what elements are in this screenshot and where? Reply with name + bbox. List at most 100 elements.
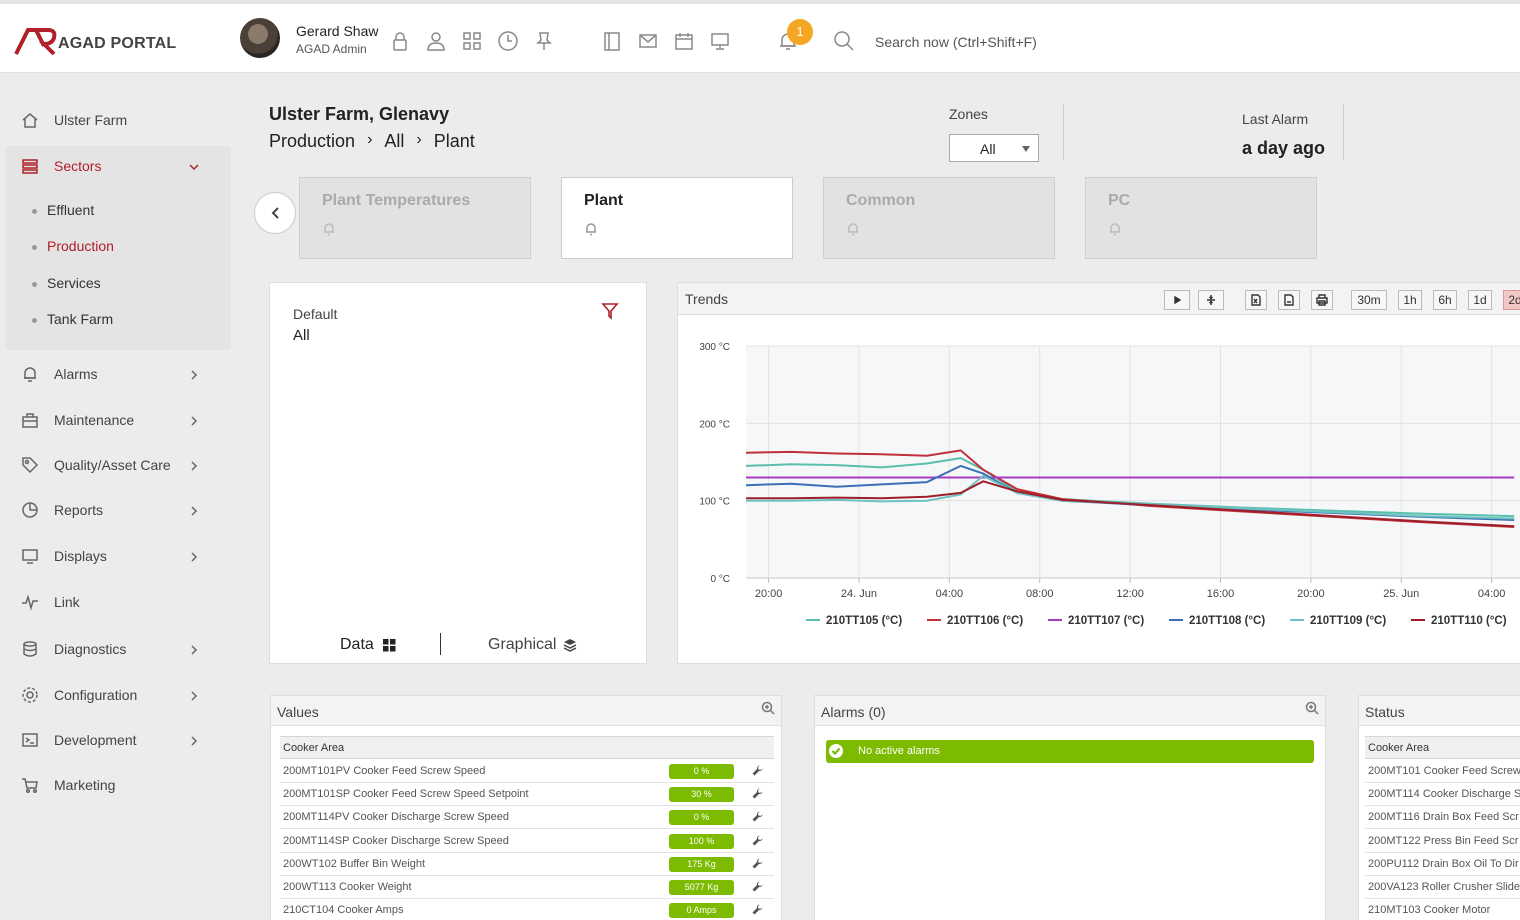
card-plant-temperatures[interactable]: Plant Temperatures [299,177,531,259]
clock-icon[interactable] [497,30,519,52]
grid-icon[interactable] [461,30,483,52]
sidebar-item-diagnostics[interactable]: Diagnostics [0,629,230,669]
filter-icon[interactable] [601,302,619,320]
alarms-panel: Alarms (0) No active alarms [814,695,1326,920]
range-1d-button[interactable]: 1d [1468,290,1492,310]
sector-tank-farm[interactable]: Tank Farm [32,311,113,327]
wrench-icon[interactable] [752,835,763,846]
value-badge: 30 % [669,787,734,803]
breadcrumb-item[interactable]: Production [269,131,356,151]
trends-title: Trends [685,291,729,307]
sidebar-item-sectors[interactable]: Sectors [0,146,230,186]
breadcrumb-item[interactable]: All [384,131,405,151]
pdf-icon [1284,294,1294,306]
sidebar-item-label: Sectors [54,158,102,174]
notification-badge: 1 [787,19,813,45]
sidebar-item-reports[interactable]: Reports [0,490,230,530]
sidebar-item-link[interactable]: Link [0,582,230,622]
book-icon[interactable] [601,30,623,52]
zones-select[interactable]: All [949,134,1039,162]
y-tick-label: 300 °C [699,342,730,353]
no-alarms-banner: No active alarms [826,740,1314,763]
sidebar-item-development[interactable]: Development [0,720,230,760]
pin-icon[interactable] [533,30,555,52]
legend-entry: 210TT110 (°C) [1431,615,1507,627]
sidebar-item-marketing[interactable]: Marketing [0,765,230,805]
layers-icon [564,639,577,652]
wrench-icon[interactable] [752,811,763,822]
sidebar-item-maintenance[interactable]: Maintenance [0,400,230,440]
print-button[interactable] [1311,290,1333,310]
table-row[interactable]: 200MT114SP Cooker Discharge Screw Speed 1… [280,830,774,853]
card-title: Plant Temperatures [322,192,471,209]
zoom-icon[interactable] [1305,701,1319,715]
divider [1343,104,1344,160]
sector-production[interactable]: Production [32,238,114,254]
table-row[interactable]: 200MT101PV Cooker Feed Screw Speed 0 % [280,760,774,783]
card-common[interactable]: Common [823,177,1055,259]
range-2d-button[interactable]: 2d [1503,290,1520,310]
excel-icon [1251,294,1261,306]
sidebar-item-quality-asset-care[interactable]: Quality/Asset Care [0,445,230,485]
list-item[interactable]: 200MT114 Cooker Discharge S [1365,783,1520,807]
table-row[interactable]: 210CT104 Cooker Amps 0 Amps [280,899,774,920]
sector-label: Services [47,275,101,291]
range-6h-button[interactable]: 6h [1433,290,1457,310]
breadcrumb-separator-icon: › [416,131,422,148]
list-item[interactable]: 200VA123 Roller Crusher Slide [1365,876,1520,899]
sidebar-item-configuration[interactable]: Configuration [0,675,230,715]
collapse-button[interactable] [1198,290,1224,310]
wrench-icon[interactable] [752,788,763,799]
play-button[interactable] [1164,290,1190,310]
table-row[interactable]: 200WT113 Cooker Weight 5077 Kg [280,876,774,899]
data-view-button[interactable]: Data [340,636,396,654]
sector-effluent[interactable]: Effluent [32,202,94,218]
sidebar-item-displays[interactable]: Displays [0,536,230,576]
values-group-header: Cooker Area [280,736,774,759]
breadcrumb-item[interactable]: Plant [433,131,475,151]
tag-icon [21,456,39,474]
table-row[interactable]: 200MT101SP Cooker Feed Screw Speed Setpo… [280,783,774,807]
wrench-icon[interactable] [752,858,763,869]
search-input[interactable]: Search now (Ctrl+Shift+F) [875,34,1037,50]
range-30m-button[interactable]: 30m [1351,290,1387,310]
export-excel-button[interactable] [1245,290,1267,310]
wrench-icon[interactable] [752,765,763,776]
sidebar-item-ulster-farm[interactable]: Ulster Farm [0,100,230,140]
mail-icon[interactable] [637,30,659,52]
search-icon[interactable] [833,30,855,52]
list-item[interactable]: 200MT122 Press Bin Feed Scr [1365,830,1520,853]
status-panel: Status Cooker Area 200MT101 Cooker Feed … [1358,695,1520,920]
agad-logo-icon [14,28,57,56]
export-pdf-button[interactable] [1278,290,1300,310]
page-title: Ulster Farm, Glenavy [269,104,450,124]
agad-logo[interactable]: AGAD PORTAL [14,26,176,56]
zoom-icon[interactable] [761,701,775,715]
lock-icon[interactable] [389,30,411,52]
graphical-view-button[interactable]: Graphical [488,636,577,654]
list-item[interactable]: 210MT103 Cooker Motor [1365,899,1520,920]
card-pc[interactable]: PC [1085,177,1317,259]
table-row[interactable]: 200MT114PV Cooker Discharge Screw Speed 0… [280,806,774,830]
list-item[interactable]: 200MT101 Cooker Feed Screw [1365,760,1520,783]
play-icon [1174,295,1182,305]
top-header: AGAD PORTAL Gerard Shaw AGAD Admin 1 Sea… [0,0,1520,73]
sectors-submenu [6,146,231,350]
list-item[interactable]: 200MT116 Drain Box Feed Scr [1365,806,1520,830]
wrench-icon[interactable] [752,881,763,892]
range-1h-button[interactable]: 1h [1398,290,1422,310]
values-panel: Values Cooker Area 200MT101PV Cooker Fee… [270,695,782,920]
trend-chart[interactable]: 0 °C 100 °C 200 °C 300 °C 20:00 24. Jun 04:00 0… [678,316,1520,664]
user-icon[interactable] [425,30,447,52]
list-item[interactable]: 200PU112 Drain Box Oil To Dir [1365,853,1520,876]
sidebar-item-alarms[interactable]: Alarms [0,354,230,394]
card-plant[interactable]: Plant [561,177,793,259]
monitor-icon[interactable] [709,30,731,52]
wrench-icon[interactable] [752,904,763,915]
carousel-back-button[interactable] [254,192,296,234]
sector-services[interactable]: Services [32,275,101,291]
avatar[interactable] [240,18,280,58]
chevron-right-icon [188,414,200,426]
table-row[interactable]: 200WT102 Buffer Bin Weight 175 Kg [280,853,774,876]
calendar-icon[interactable] [673,30,695,52]
